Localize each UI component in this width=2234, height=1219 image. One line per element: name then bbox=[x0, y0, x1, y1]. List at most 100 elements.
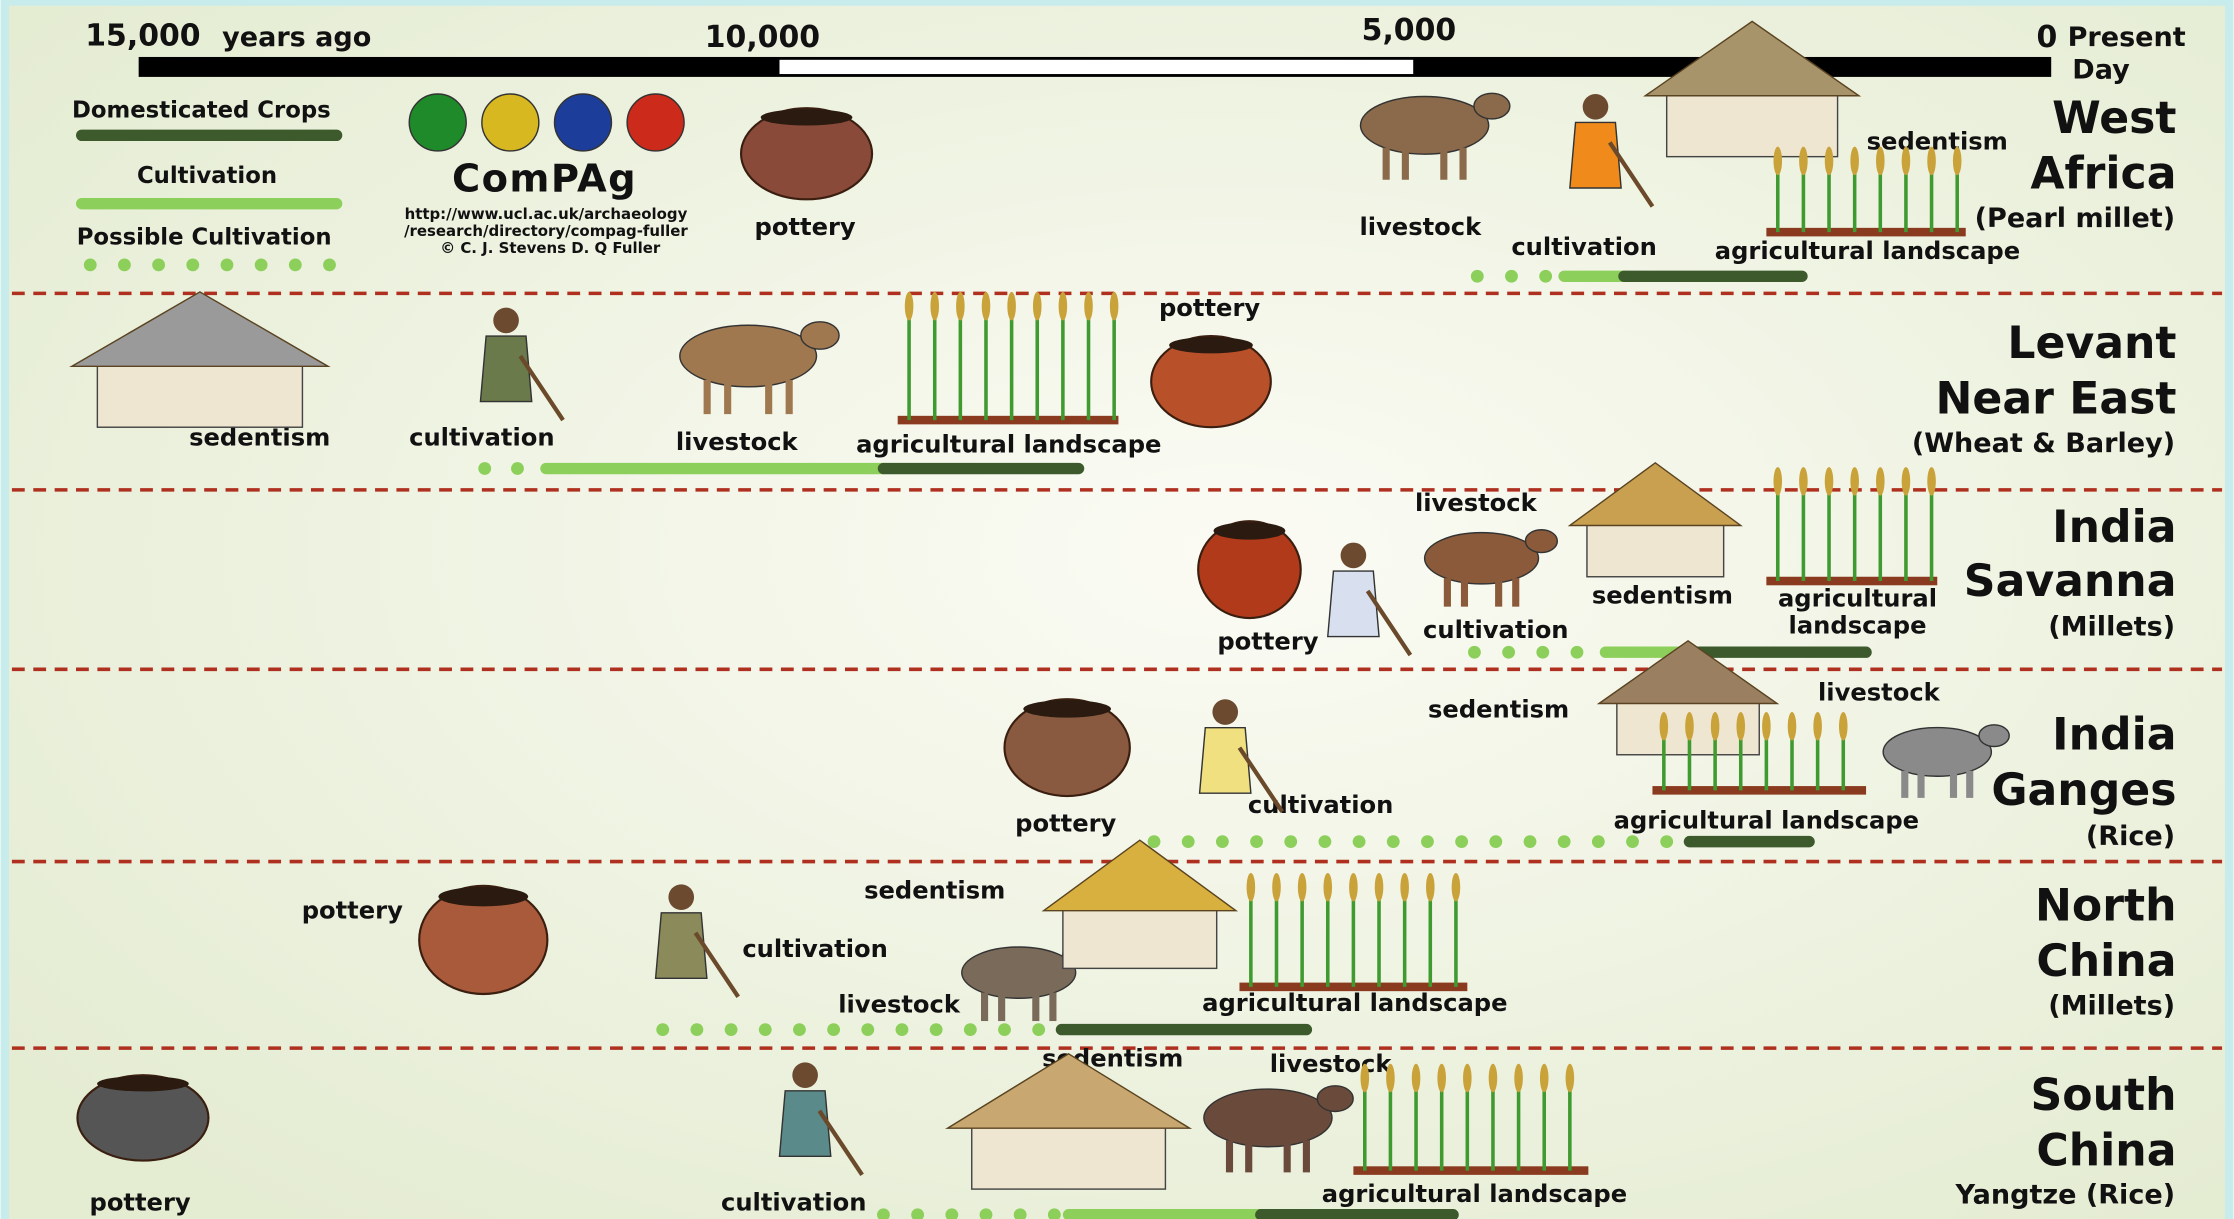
possible-cultivation-dot bbox=[1539, 270, 1552, 283]
crop-head bbox=[956, 292, 965, 320]
person-body bbox=[480, 336, 531, 402]
page: 15,000years ago10,0005,0000PresentDayDom… bbox=[0, 0, 2234, 1219]
possible-cultivation-dot bbox=[998, 1023, 1011, 1036]
pot-rim bbox=[97, 1076, 189, 1091]
pot-rim bbox=[1214, 522, 1286, 539]
feature-label: livestock bbox=[1415, 489, 1538, 517]
feature-label: pottery bbox=[90, 1188, 191, 1216]
hut-wall bbox=[1667, 89, 1838, 157]
crop-head bbox=[1110, 292, 1119, 320]
legend-dot bbox=[118, 258, 131, 271]
legend-dot bbox=[186, 258, 199, 271]
crop-head bbox=[1773, 147, 1782, 175]
feature-label: agricultural landscape bbox=[1715, 237, 2020, 265]
legend-dot bbox=[221, 258, 234, 271]
legend-label: Domesticated Crops bbox=[72, 98, 331, 124]
animal-icon bbox=[962, 947, 1076, 998]
crop-head bbox=[1426, 873, 1435, 901]
timeline-label: 0 bbox=[2037, 20, 2058, 55]
feature-label: livestock bbox=[1270, 1050, 1393, 1078]
crop-head bbox=[1033, 292, 1042, 320]
possible-cultivation-dot bbox=[1421, 835, 1434, 848]
logo-circle bbox=[627, 94, 684, 151]
crop-head bbox=[1540, 1064, 1549, 1092]
crop-head bbox=[1927, 467, 1936, 495]
hut-wall bbox=[1063, 904, 1217, 968]
crop-head bbox=[1813, 712, 1822, 740]
possible-cultivation-dot bbox=[1216, 835, 1229, 848]
animal-head bbox=[1317, 1086, 1353, 1112]
region-name: Savanna bbox=[1964, 556, 2177, 607]
possible-cultivation-dot bbox=[1524, 835, 1537, 848]
crop-head bbox=[1711, 712, 1720, 740]
legend-dot bbox=[255, 258, 268, 271]
hut-wall bbox=[97, 360, 302, 428]
crop-head bbox=[1463, 1064, 1472, 1092]
crop-head bbox=[1685, 712, 1694, 740]
hut-wall bbox=[972, 1121, 1166, 1189]
possible-cultivation-dot bbox=[1660, 835, 1673, 848]
possible-cultivation-dot bbox=[1489, 835, 1502, 848]
legend-dot bbox=[289, 258, 302, 271]
animal-head bbox=[801, 322, 839, 349]
crop-head bbox=[1489, 1064, 1498, 1092]
person-body bbox=[1200, 728, 1251, 794]
region-name: West bbox=[2052, 93, 2176, 144]
person-head bbox=[792, 1062, 818, 1088]
logo-url: http://www.ucl.ac.uk/archaeology bbox=[405, 205, 688, 223]
feature-label: cultivation bbox=[742, 935, 887, 963]
crop-head bbox=[930, 292, 939, 320]
possible-cultivation-dot bbox=[1353, 835, 1366, 848]
feature-label: cultivation bbox=[721, 1188, 866, 1216]
possible-cultivation-dot bbox=[1387, 835, 1400, 848]
crop-head bbox=[1272, 873, 1281, 901]
crop-head bbox=[1298, 873, 1307, 901]
hut-wall bbox=[1587, 520, 1724, 577]
logo-title: ComPAg bbox=[452, 156, 637, 201]
crop-head bbox=[1736, 712, 1745, 740]
region-name: South bbox=[2030, 1070, 2176, 1121]
region-crop: (Rice) bbox=[2086, 821, 2175, 852]
crop-head bbox=[1850, 147, 1859, 175]
field-soil bbox=[898, 416, 1119, 425]
timeline-label: years ago bbox=[222, 22, 371, 53]
crop-head bbox=[1927, 147, 1936, 175]
legend-label: Possible Cultivation bbox=[77, 224, 332, 250]
crop-head bbox=[1247, 873, 1256, 901]
possible-cultivation-dot bbox=[1592, 835, 1605, 848]
possible-cultivation-dot bbox=[930, 1023, 943, 1036]
logo-credit: © C. J. Stevens D. Q Fuller bbox=[440, 239, 661, 257]
possible-cultivation-dot bbox=[656, 1023, 669, 1036]
person-head bbox=[1341, 543, 1367, 569]
feature-label: sedentism bbox=[1867, 127, 2008, 155]
region-crop: (Millets) bbox=[2048, 990, 2175, 1021]
animal-icon bbox=[1204, 1089, 1332, 1147]
logo-url: /research/directory/compag-fuller bbox=[404, 222, 688, 240]
crop-head bbox=[1437, 1064, 1446, 1092]
timeline-label: 5,000 bbox=[1362, 13, 1457, 48]
possible-cultivation-dot bbox=[759, 1023, 772, 1036]
possible-cultivation-dot bbox=[1536, 646, 1549, 659]
crop-head bbox=[1825, 467, 1834, 495]
possible-cultivation-dot bbox=[1471, 270, 1484, 283]
crop-head bbox=[1059, 292, 1068, 320]
region-name: India bbox=[2052, 710, 2176, 761]
feature-label: pottery bbox=[1015, 810, 1116, 838]
field-soil bbox=[1766, 577, 1937, 586]
feature-label: agricultural landscape bbox=[1202, 989, 1507, 1017]
person-body bbox=[779, 1091, 830, 1157]
person-head bbox=[493, 308, 519, 334]
crop-head bbox=[1375, 873, 1384, 901]
possible-cultivation-dot bbox=[861, 1023, 874, 1036]
possible-cultivation-dot bbox=[1455, 835, 1468, 848]
crop-head bbox=[1412, 1064, 1421, 1092]
crop-head bbox=[1007, 292, 1016, 320]
logo-circle bbox=[554, 94, 611, 151]
person-body bbox=[1328, 571, 1379, 637]
possible-cultivation-dot bbox=[896, 1023, 909, 1036]
person-head bbox=[1212, 699, 1238, 725]
possible-cultivation-dot bbox=[690, 1023, 703, 1036]
region-crop: (Millets) bbox=[2048, 612, 2175, 643]
feature-label: livestock bbox=[676, 428, 799, 456]
feature-label: cultivation bbox=[1511, 233, 1656, 261]
